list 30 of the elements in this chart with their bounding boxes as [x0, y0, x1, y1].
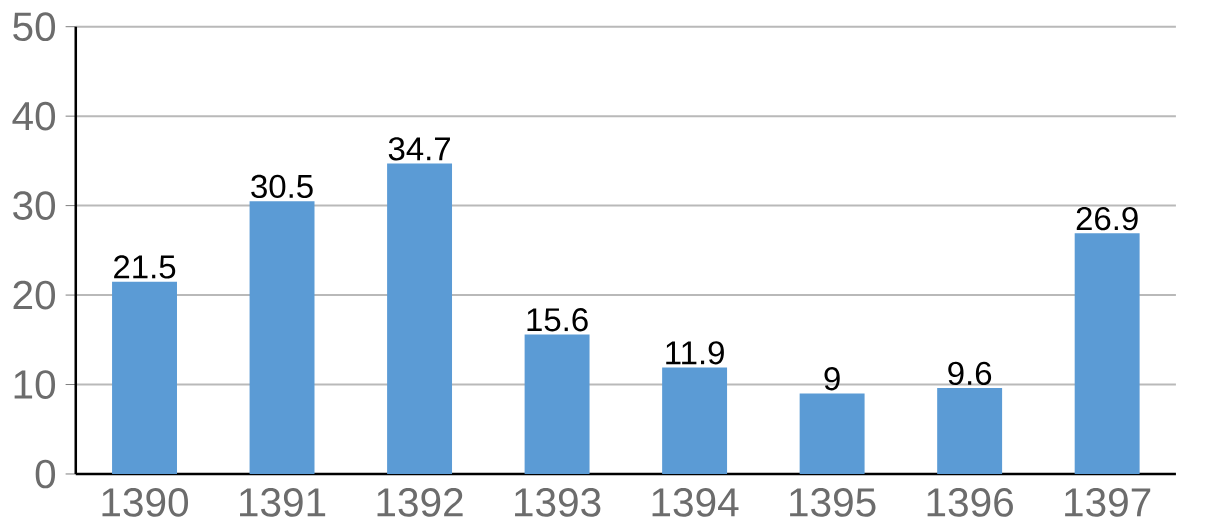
data-label: 21.5 — [114, 255, 176, 279]
data-label: 9 — [824, 367, 840, 391]
y-tick-label: 50 — [13, 12, 56, 42]
data-label: 26.9 — [1076, 206, 1138, 231]
data-label: 11.9 — [666, 341, 724, 365]
x-tick-label: 1397 — [1065, 488, 1151, 517]
data-label: 15.6 — [527, 308, 588, 332]
bar — [937, 388, 1003, 475]
y-tick-label: 0 — [35, 459, 56, 489]
bar — [387, 163, 453, 475]
y-tick-label: 40 — [12, 101, 56, 131]
x-tick-label: 1393 — [515, 488, 601, 517]
x-tick-label: 1396 — [927, 488, 1013, 517]
data-label: 34.7 — [388, 137, 450, 161]
x-tick-label: 1395 — [790, 488, 876, 517]
y-tick-label: 20 — [13, 280, 56, 310]
data-label: 9.6 — [948, 361, 992, 386]
bar — [249, 201, 315, 475]
bar — [112, 281, 177, 475]
bar — [1074, 233, 1140, 475]
x-tick-label: 1391 — [240, 488, 326, 517]
x-tick-label: 1394 — [652, 488, 739, 517]
bar — [662, 367, 728, 475]
y-tick-label: 30 — [13, 191, 56, 221]
y-tick-label: 10 — [14, 370, 56, 399]
bar — [524, 334, 590, 475]
bar — [799, 393, 865, 475]
x-tick-label: 1390 — [102, 488, 189, 517]
x-tick-label: 1392 — [377, 488, 463, 517]
data-label: 30.5 — [251, 174, 313, 199]
